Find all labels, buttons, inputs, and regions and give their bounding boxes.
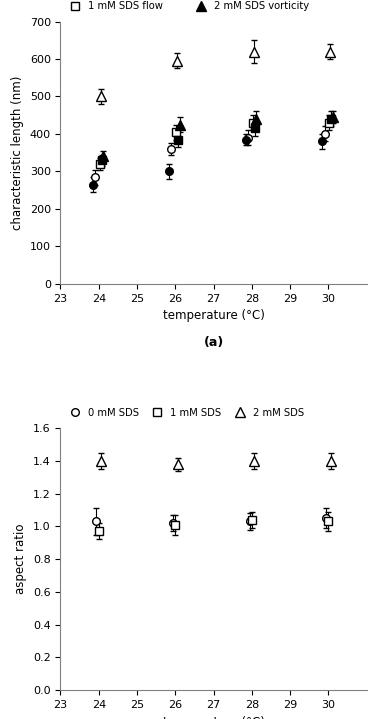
Text: (a): (a) bbox=[203, 336, 224, 349]
X-axis label: temperature (°C): temperature (°C) bbox=[163, 309, 265, 322]
Legend: 0 mM SDS flow, 0 mM SDS vorticity, 1 mM SDS flow, 1 mM SDS vorticity, 2 mM SDS f: 0 mM SDS flow, 0 mM SDS vorticity, 1 mM … bbox=[65, 0, 310, 12]
X-axis label: temperature (°C): temperature (°C) bbox=[163, 715, 265, 719]
Y-axis label: characteristic length (nm): characteristic length (nm) bbox=[11, 75, 24, 230]
Y-axis label: aspect ratio: aspect ratio bbox=[14, 524, 28, 595]
Legend: 0 mM SDS, 1 mM SDS, 2 mM SDS: 0 mM SDS, 1 mM SDS, 2 mM SDS bbox=[65, 408, 304, 418]
